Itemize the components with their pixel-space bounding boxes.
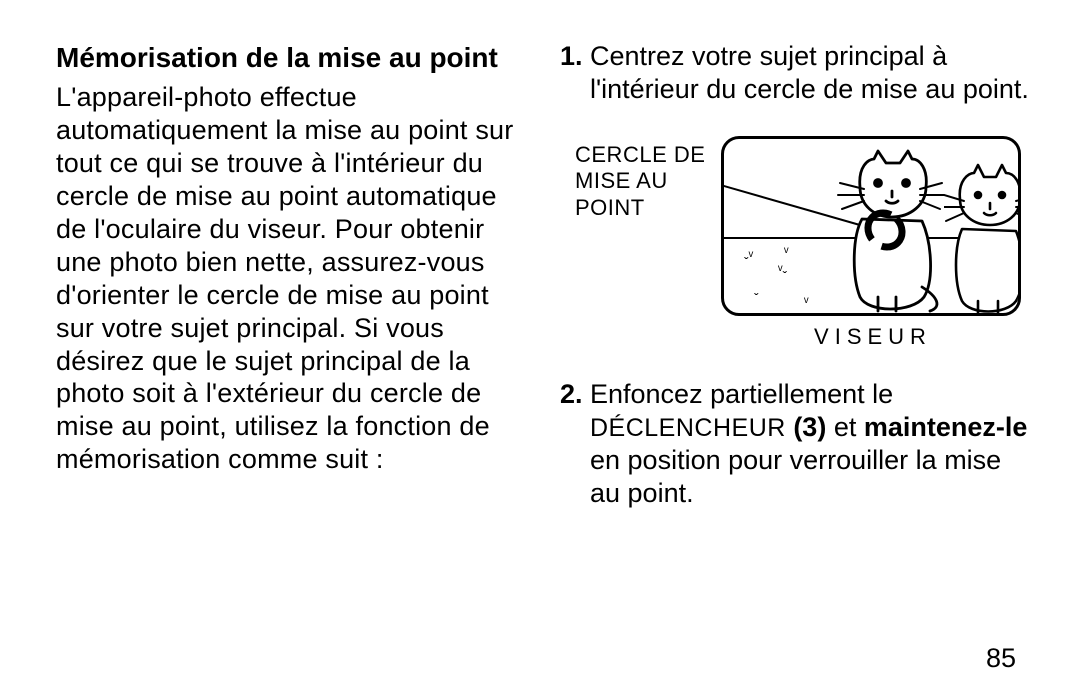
- step-text: Enfoncez partiellement le DÉCLENCHEUR (3…: [590, 378, 1032, 510]
- step-number: 2.: [560, 378, 590, 510]
- step2-mid: et: [834, 412, 864, 442]
- step-number: 1.: [560, 40, 590, 106]
- figure-wrap: CERCLE DE MISE AU POINT ˬᵥ ᵥˬ ˬ ᵥ ᵥ: [575, 136, 1021, 316]
- grass-icon: ᵥ: [784, 239, 789, 255]
- page-number: 85: [986, 643, 1016, 674]
- right-column: 1. Centrez votre sujet principal à l'int…: [552, 40, 1032, 658]
- step2-ref: (3): [786, 412, 834, 442]
- step2-smallcaps: DÉCLENCHEUR: [590, 414, 786, 442]
- grass-icon: ˬᵥ: [744, 243, 753, 259]
- cat-secondary-icon: [944, 163, 1021, 316]
- step-text: Centrez votre sujet principal à l'intéri…: [590, 40, 1032, 106]
- step2-bold: maintenez-le: [864, 412, 1028, 442]
- grass-icon: ˬ: [754, 279, 759, 295]
- step2-post: en position pour verrouiller la mise au …: [590, 445, 1001, 508]
- grass-icon: ᵥˬ: [778, 257, 787, 273]
- section-body: L'appareil-photo effectue automatiquemen…: [56, 81, 528, 476]
- step2-pre: Enfoncez partiellement le: [590, 379, 893, 409]
- viewfinder-label: VISEUR: [814, 324, 932, 350]
- left-column: Mémorisation de la mise au point L'appar…: [56, 40, 552, 658]
- figure: CERCLE DE MISE AU POINT ˬᵥ ᵥˬ ˬ ᵥ ᵥ: [564, 136, 1032, 350]
- figure-callout-label: CERCLE DE MISE AU POINT: [575, 142, 715, 221]
- step-1: 1. Centrez votre sujet principal à l'int…: [560, 40, 1032, 106]
- section-heading: Mémorisation de la mise au point: [56, 40, 528, 75]
- grass-icon: ᵥ: [804, 289, 809, 305]
- step-2: 2. Enfoncez partiellement le DÉCLENCHEUR…: [560, 378, 1032, 510]
- viewfinder-box: ˬᵥ ᵥˬ ˬ ᵥ ᵥ: [721, 136, 1021, 316]
- focus-circle-icon: [864, 207, 906, 253]
